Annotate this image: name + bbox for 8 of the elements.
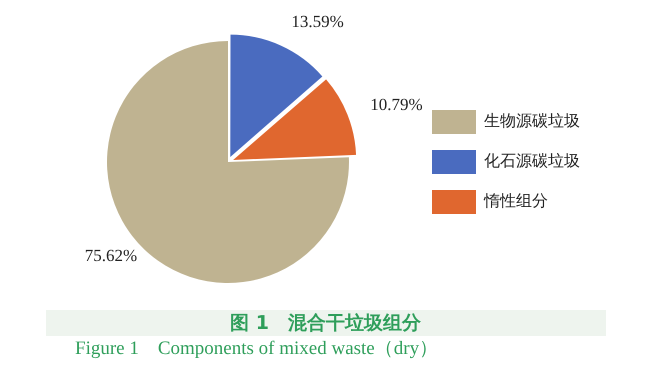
data-label: 10.79% — [370, 95, 423, 114]
text: Figure 1 Components of mixed waste（dry） — [74, 337, 440, 361]
legend-label: 惰性组分 — [483, 191, 548, 210]
data-label: 13.59% — [291, 12, 344, 32]
data-label: 75.62% — [84, 246, 138, 265]
text: 图 1 混合干垃圾组分 — [46, 310, 606, 336]
legend-label: 生物源碳垃圾 — [484, 111, 580, 130]
legend-label: 化石源碳垃圾 — [484, 151, 580, 170]
